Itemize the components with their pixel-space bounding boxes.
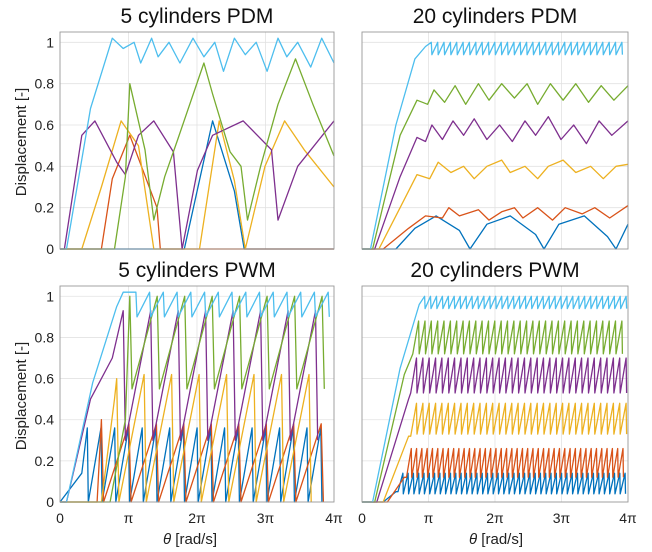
y-tick-label: 0.8 <box>35 329 55 345</box>
x-axis-label-right: θ [rad/s] <box>469 531 523 548</box>
series-line-cyan <box>60 37 335 250</box>
y-axis-label-top: Displacement [-] <box>13 88 30 196</box>
y-tick-label: 0 <box>46 494 54 510</box>
series-line-cyan <box>362 41 624 250</box>
series-line-green <box>362 320 624 503</box>
x-tick-label: π <box>124 510 134 526</box>
series-line-purple <box>362 116 629 250</box>
x-tick-label: 4π <box>325 510 343 526</box>
y-tick-label: 0.6 <box>35 371 55 387</box>
x-tick-label: 3π <box>553 510 571 526</box>
y-tick-label: 0.6 <box>35 117 55 133</box>
series-line-orange <box>362 205 629 250</box>
plot-frame <box>361 31 629 250</box>
series-line-green <box>60 58 335 250</box>
panel-title: 5 cylinders PDM <box>121 5 274 28</box>
panel-title: 5 cylinders PWM <box>118 259 276 282</box>
y-axis-label-bottom: Displacement [-] <box>13 342 30 450</box>
series-line-yellow <box>362 402 628 503</box>
y-tick-label: 0 <box>46 241 54 257</box>
plot-frame <box>361 285 629 503</box>
x-tick-label: 2π <box>188 510 206 526</box>
y-tick-label: 0.2 <box>35 200 55 216</box>
plot-frame <box>59 285 335 503</box>
series-line-cyan <box>362 295 628 503</box>
series-line-purple <box>60 310 319 503</box>
x-tick-label: π <box>424 510 434 526</box>
series-line-orange <box>60 419 325 503</box>
series-line-yellow <box>362 159 629 250</box>
plot-frame <box>59 31 335 250</box>
x-tick-label: 4π <box>619 510 637 526</box>
x-axis-label-left: θ [rad/s] <box>163 531 217 548</box>
y-tick-label: 1 <box>46 288 54 304</box>
series-line-purple <box>362 357 628 503</box>
series-line-yellow <box>60 120 335 250</box>
panel-20-cylinders-pwm: 20 cylinders PWM 0 π 2π 3π 4π <box>358 259 637 526</box>
x-tick-label: 3π <box>257 510 275 526</box>
panel-title: 20 cylinders PWM <box>410 259 579 282</box>
series-line-blue <box>362 215 629 250</box>
series-line-cyan <box>60 291 330 503</box>
panel-title: 20 cylinders PDM <box>413 5 578 28</box>
x-tick-label: 0 <box>358 510 366 526</box>
y-tick-label: 0.4 <box>35 158 55 174</box>
series-line-orange <box>362 447 625 503</box>
series-line-green <box>60 295 325 503</box>
series-line-green <box>362 83 629 250</box>
y-tick-label: 0.2 <box>35 453 55 469</box>
panel-5-cylinders-pwm: 5 cylinders PWM 0 0.2 0.4 0.6 0.8 1 0 π 2π 3π 4π <box>35 259 344 526</box>
x-tick-label: 0 <box>56 510 64 526</box>
panel-20-cylinders-pdm: 20 cylinders PDM <box>361 5 629 250</box>
x-tick-label: 2π <box>486 510 504 526</box>
y-tick-label: 1 <box>46 34 54 50</box>
series-line-yellow <box>60 373 312 503</box>
series-line-blue <box>362 472 627 503</box>
y-tick-label: 0.8 <box>35 76 55 92</box>
panel-5-cylinders-pdm: 5 cylinders PDM 0 0.2 0.4 0.6 0.8 1 <box>35 5 335 257</box>
y-tick-label: 0.4 <box>35 412 55 428</box>
